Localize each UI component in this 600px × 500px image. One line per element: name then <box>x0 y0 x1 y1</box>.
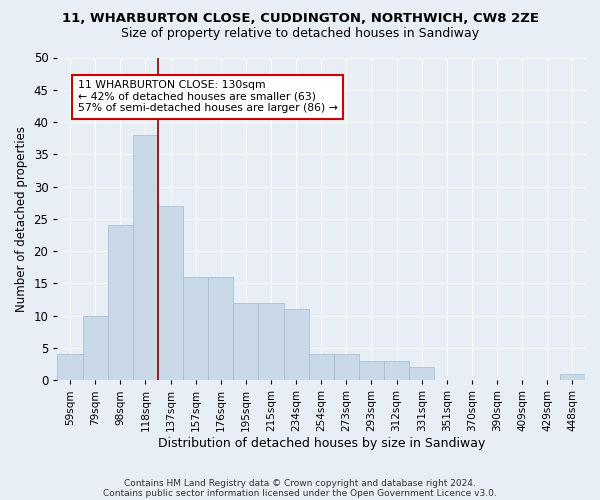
Bar <box>359 361 384 380</box>
X-axis label: Distribution of detached houses by size in Sandiway: Distribution of detached houses by size … <box>158 437 485 450</box>
Y-axis label: Number of detached properties: Number of detached properties <box>15 126 28 312</box>
Bar <box>334 354 359 380</box>
Bar <box>284 310 308 380</box>
Text: Size of property relative to detached houses in Sandiway: Size of property relative to detached ho… <box>121 28 479 40</box>
Bar <box>58 354 83 380</box>
Bar <box>308 354 334 380</box>
Bar <box>409 368 434 380</box>
Bar <box>233 303 259 380</box>
Bar <box>133 135 158 380</box>
Text: 11, WHARBURTON CLOSE, CUDDINGTON, NORTHWICH, CW8 2ZE: 11, WHARBURTON CLOSE, CUDDINGTON, NORTHW… <box>62 12 539 26</box>
Bar <box>108 226 133 380</box>
Bar <box>560 374 585 380</box>
Bar <box>259 303 284 380</box>
Bar <box>158 206 183 380</box>
Text: Contains HM Land Registry data © Crown copyright and database right 2024.: Contains HM Land Registry data © Crown c… <box>124 478 476 488</box>
Text: Contains public sector information licensed under the Open Government Licence v3: Contains public sector information licen… <box>103 488 497 498</box>
Bar <box>208 277 233 380</box>
Text: 11 WHARBURTON CLOSE: 130sqm
← 42% of detached houses are smaller (63)
57% of sem: 11 WHARBURTON CLOSE: 130sqm ← 42% of det… <box>77 80 337 114</box>
Bar <box>183 277 208 380</box>
Bar <box>384 361 409 380</box>
Bar <box>83 316 108 380</box>
